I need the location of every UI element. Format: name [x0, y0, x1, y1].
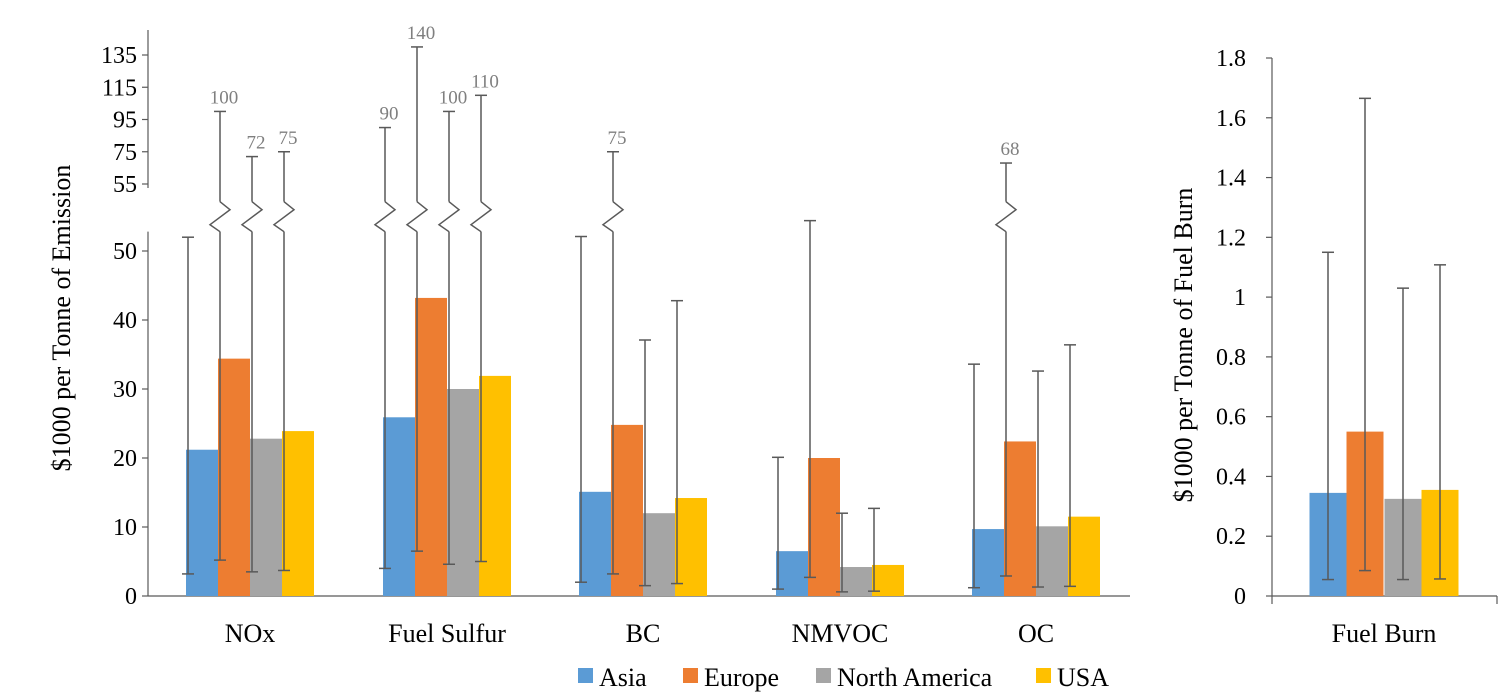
bar	[808, 458, 840, 596]
error-bar-break	[601, 201, 625, 233]
bar	[643, 513, 675, 596]
y-tick-label: 1.2	[1216, 225, 1246, 251]
y-tick-label: 20	[113, 446, 137, 472]
y-tick-label: 1.4	[1216, 166, 1246, 192]
y-tick-label: 75	[113, 140, 137, 166]
legend-label: Asia	[599, 663, 647, 692]
legend-swatch	[578, 668, 593, 683]
error-annotation: 140	[407, 23, 436, 44]
legend: Asia Europe North America USA	[578, 663, 1109, 692]
y-tick-label: 1.8	[1216, 46, 1246, 72]
bar	[282, 431, 314, 596]
y-tick-label: 0.2	[1216, 524, 1246, 550]
category-label: NOx	[225, 619, 276, 648]
y-tick-label: 0	[125, 584, 137, 610]
error-annotation: 110	[471, 71, 499, 92]
legend-swatch	[816, 668, 831, 683]
category-label: OC	[1018, 619, 1054, 648]
y-axis-label: $1000 per Tonne of Emission	[47, 165, 76, 472]
category-label: BC	[626, 619, 661, 648]
error-annotation: 68	[1001, 139, 1020, 160]
error-bar-break	[437, 201, 461, 233]
y-tick-label: 50	[113, 239, 137, 265]
bar	[675, 498, 707, 596]
error-bar-break	[373, 201, 397, 233]
error-annotation: 90	[380, 104, 399, 125]
y-tick-label: 135	[101, 43, 137, 69]
legend-label: North America	[837, 663, 993, 692]
error-bar-break	[994, 201, 1018, 233]
bar	[1036, 526, 1068, 596]
y-tick-label: 0.8	[1216, 345, 1246, 371]
category-label: Fuel Sulfur	[388, 619, 506, 648]
y-tick-label: 1.6	[1216, 106, 1246, 132]
emission-chart: $1000 per Tonne of Emission 0 10 20 30 40 50 5…	[47, 23, 1130, 648]
error-annotation: 100	[210, 87, 239, 108]
bar	[1004, 441, 1036, 596]
bar	[415, 297, 447, 596]
fuel-burn-chart: $1000 per Tonne of Fuel Burn 0 0.2 0.4 0.6 0…	[1169, 46, 1498, 648]
y-tick-label: 115	[102, 75, 137, 101]
bar	[186, 449, 218, 596]
error-bar-break	[405, 201, 429, 233]
error-bar-break	[208, 201, 232, 233]
y-tick-label: 1	[1234, 285, 1246, 311]
bar	[218, 358, 250, 596]
legend-swatch	[683, 668, 698, 683]
error-annotation: 75	[608, 128, 627, 149]
bar	[611, 424, 643, 596]
bar	[383, 417, 415, 596]
bar	[479, 375, 511, 596]
y-tick-label: 95	[113, 108, 137, 134]
legend-label: Europe	[704, 663, 779, 692]
bar	[579, 491, 611, 596]
y-axis-label-right: $1000 per Tonne of Fuel Burn	[1169, 188, 1198, 503]
y-tick-label: 30	[113, 377, 137, 403]
y-tick-label: 10	[113, 515, 137, 541]
legend-label: USA	[1057, 663, 1109, 692]
y-tick-label: 0.6	[1216, 405, 1246, 431]
category-label: Fuel Burn	[1332, 619, 1437, 648]
bar	[250, 438, 282, 596]
y-tick-label: 55	[113, 172, 137, 198]
error-bar-break	[469, 201, 493, 233]
error-bar-break	[272, 201, 296, 233]
category-label: NMVOC	[792, 619, 889, 648]
bar	[447, 389, 479, 596]
bar	[972, 529, 1004, 596]
y-tick-label: 0.4	[1216, 464, 1246, 490]
y-tick-label: 0	[1234, 584, 1246, 610]
legend-swatch	[1036, 668, 1051, 683]
error-annotation: 75	[279, 128, 298, 149]
error-annotation: 100	[439, 87, 468, 108]
error-annotation: 72	[247, 133, 266, 154]
error-bar-break	[240, 201, 264, 233]
bar	[1068, 516, 1100, 596]
y-tick-label: 40	[113, 308, 137, 334]
